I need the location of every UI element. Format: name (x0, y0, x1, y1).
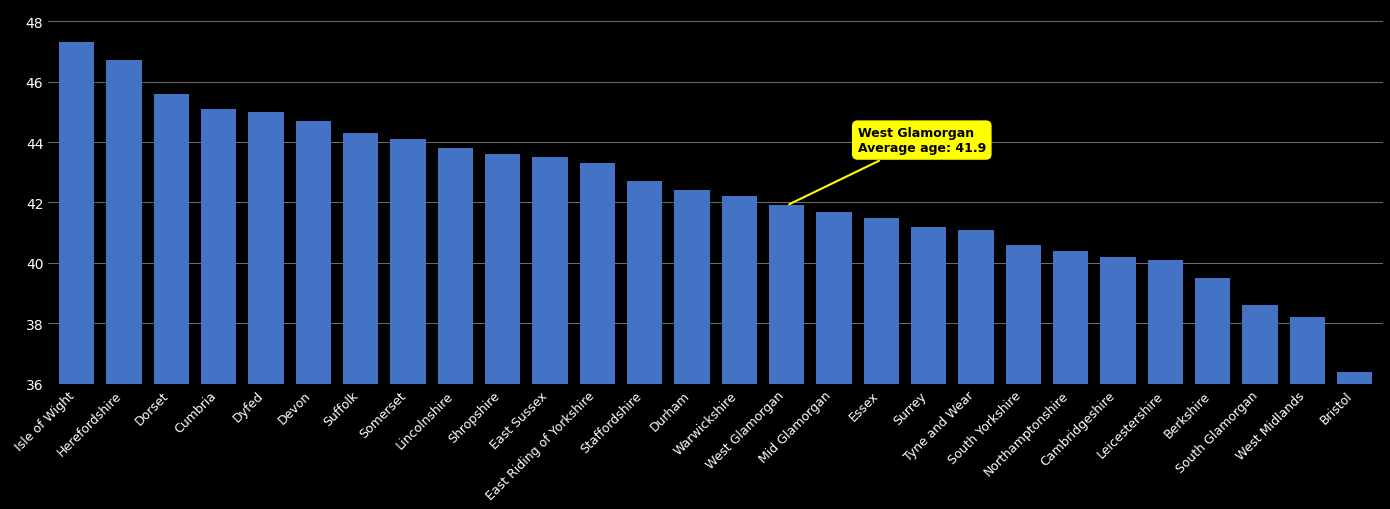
Bar (769, 206, 805, 509)
Bar (249, 112, 284, 509)
Bar (674, 191, 710, 509)
Bar (816, 212, 852, 509)
Bar (391, 139, 425, 509)
Bar (910, 227, 947, 509)
Bar (721, 197, 758, 509)
Bar (1101, 258, 1136, 509)
Text: West Glamorgan
Average age: 41.9: West Glamorgan Average age: 41.9 (790, 127, 986, 205)
Bar (343, 134, 378, 509)
Bar (1195, 278, 1230, 509)
Bar (580, 164, 616, 509)
Bar (485, 155, 520, 509)
Bar (863, 218, 899, 509)
Bar (202, 109, 236, 509)
Bar (1148, 261, 1183, 509)
Bar (1337, 372, 1372, 509)
Bar (58, 43, 95, 509)
Bar (627, 182, 663, 509)
Bar (1290, 318, 1325, 509)
Bar (958, 230, 994, 509)
Bar (296, 122, 331, 509)
Bar (1005, 245, 1041, 509)
Bar (532, 158, 567, 509)
Bar (438, 149, 473, 509)
Bar (1243, 306, 1277, 509)
Bar (106, 61, 142, 509)
Bar (154, 95, 189, 509)
Bar (1052, 251, 1088, 509)
